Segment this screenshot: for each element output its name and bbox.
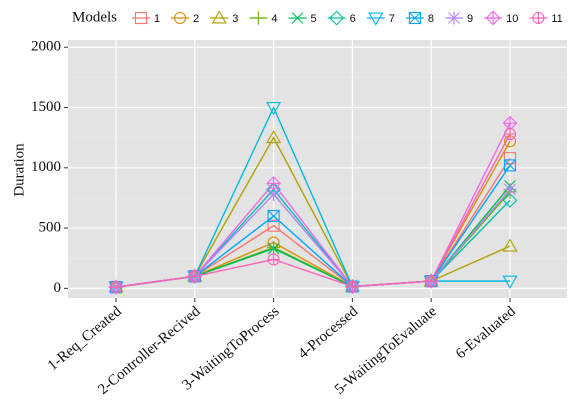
marker bbox=[266, 102, 282, 116]
legend-label: 8 bbox=[428, 13, 434, 25]
legend-label: 7 bbox=[389, 13, 395, 25]
marker-part bbox=[504, 159, 516, 172]
marker bbox=[267, 219, 280, 232]
marker-part bbox=[291, 12, 304, 24]
marker-part bbox=[211, 10, 227, 24]
marker bbox=[267, 253, 280, 266]
legend-label: 2 bbox=[193, 13, 199, 25]
marker bbox=[267, 209, 280, 223]
marker bbox=[368, 12, 384, 26]
y-tick-label: 1000 bbox=[31, 159, 61, 175]
marker bbox=[346, 280, 359, 293]
marker bbox=[485, 10, 501, 26]
marker-part bbox=[267, 188, 280, 201]
legend-label: 1 bbox=[154, 13, 160, 25]
marker bbox=[134, 11, 148, 25]
y-tick-label: 500 bbox=[39, 220, 62, 236]
x-tick-label: 4-Processed bbox=[295, 303, 361, 362]
y-axis-label: Duration bbox=[11, 143, 27, 197]
marker-part bbox=[267, 209, 280, 223]
marker-part bbox=[408, 11, 421, 25]
legend-title: Models bbox=[72, 9, 117, 25]
marker bbox=[502, 238, 518, 252]
legend-label: 9 bbox=[467, 13, 473, 25]
marker-part bbox=[267, 242, 280, 255]
y-tick-label: 2000 bbox=[31, 39, 61, 55]
marker bbox=[267, 242, 280, 255]
marker-part bbox=[267, 210, 280, 222]
x-tick-label: 1-Req_Created bbox=[45, 303, 125, 374]
marker-part bbox=[504, 183, 516, 196]
marker bbox=[502, 275, 518, 289]
marker-part bbox=[503, 159, 517, 172]
series-line bbox=[115, 133, 511, 288]
marker bbox=[447, 11, 461, 25]
marker bbox=[425, 275, 438, 288]
y-tick-label: 1500 bbox=[31, 99, 61, 115]
marker bbox=[408, 11, 421, 25]
marker-part bbox=[408, 12, 421, 24]
marker-part bbox=[266, 129, 282, 144]
marker-part bbox=[502, 275, 518, 289]
marker-part bbox=[368, 12, 384, 26]
legend-label: 3 bbox=[232, 13, 238, 25]
legend-label: 5 bbox=[311, 13, 317, 25]
marker bbox=[503, 127, 517, 141]
marker bbox=[188, 270, 201, 283]
legend-label: 6 bbox=[350, 13, 356, 25]
legend-label: 10 bbox=[506, 13, 518, 25]
marker bbox=[267, 240, 281, 254]
marker bbox=[251, 11, 265, 25]
marker-part bbox=[134, 11, 148, 25]
marker bbox=[503, 152, 517, 165]
marker bbox=[266, 129, 282, 144]
marker bbox=[503, 159, 517, 172]
marker-part bbox=[503, 152, 517, 165]
marker-part bbox=[329, 10, 345, 26]
marker bbox=[109, 281, 123, 294]
marker-part bbox=[267, 219, 280, 232]
marker-part bbox=[174, 11, 187, 25]
marker-part bbox=[502, 192, 518, 208]
marker-part bbox=[502, 238, 518, 252]
legend-label: 4 bbox=[271, 13, 277, 25]
marker bbox=[291, 12, 304, 24]
legend-label: 11 bbox=[551, 13, 562, 25]
y-tick-label: 0 bbox=[54, 280, 62, 296]
marker bbox=[502, 192, 518, 208]
x-tick-label: 6-Evaluated bbox=[453, 303, 519, 362]
marker bbox=[503, 182, 517, 197]
marker bbox=[211, 10, 227, 24]
marker-part bbox=[266, 102, 282, 116]
marker bbox=[532, 11, 545, 25]
marker-part bbox=[448, 12, 460, 24]
marker bbox=[329, 10, 345, 26]
marker bbox=[174, 11, 187, 25]
marker bbox=[266, 176, 281, 191]
